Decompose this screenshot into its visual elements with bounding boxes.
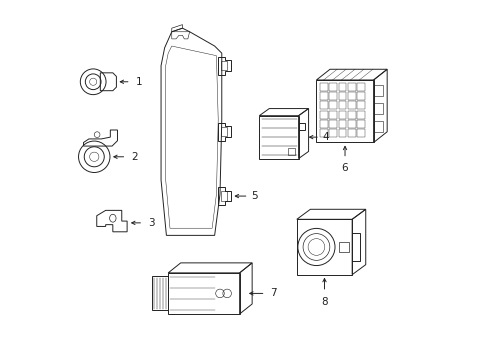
Bar: [357, 83, 365, 91]
Text: 1: 1: [135, 77, 142, 87]
Bar: [329, 111, 337, 118]
Bar: [320, 83, 328, 91]
Bar: [288, 148, 295, 155]
Text: 2: 2: [131, 152, 138, 162]
Bar: [320, 129, 328, 137]
Bar: [357, 92, 365, 100]
Bar: [339, 102, 346, 109]
Bar: [220, 192, 227, 201]
Bar: [168, 273, 240, 314]
Text: 6: 6: [342, 163, 348, 173]
Bar: [297, 219, 352, 275]
Text: 7: 7: [270, 288, 277, 298]
Bar: [357, 120, 365, 128]
Bar: [348, 102, 356, 109]
Bar: [220, 127, 227, 136]
Bar: [320, 111, 328, 118]
Bar: [348, 83, 356, 91]
Bar: [339, 242, 348, 252]
Bar: [348, 120, 356, 128]
Text: 5: 5: [251, 191, 258, 201]
Bar: [348, 129, 356, 137]
Bar: [357, 111, 365, 118]
Bar: [339, 120, 346, 128]
Bar: [348, 111, 356, 118]
Bar: [329, 120, 337, 128]
Bar: [339, 83, 346, 91]
Bar: [357, 129, 365, 137]
Bar: [320, 92, 328, 100]
Bar: [329, 83, 337, 91]
Text: 8: 8: [321, 297, 328, 307]
Bar: [220, 61, 227, 70]
Text: 3: 3: [148, 218, 154, 228]
Bar: [339, 129, 346, 137]
Bar: [329, 92, 337, 100]
Bar: [320, 102, 328, 109]
Bar: [357, 102, 365, 109]
Bar: [348, 92, 356, 100]
Bar: [329, 129, 337, 137]
Bar: [320, 120, 328, 128]
Text: 4: 4: [323, 132, 329, 142]
Bar: [259, 116, 298, 158]
Bar: [339, 92, 346, 100]
Bar: [329, 102, 337, 109]
Bar: [339, 111, 346, 118]
Bar: [317, 80, 373, 143]
